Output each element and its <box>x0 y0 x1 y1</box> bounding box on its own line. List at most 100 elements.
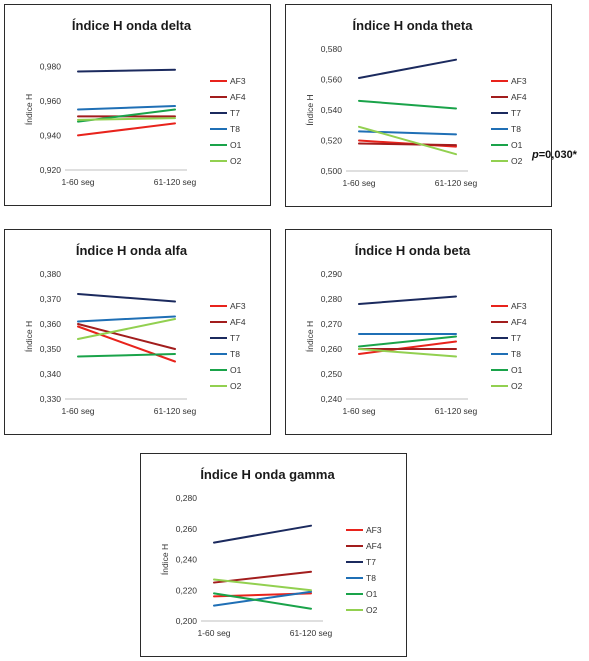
y-tick-label: 0,240 <box>176 555 198 565</box>
series-line-af3 <box>77 325 176 363</box>
chart-title: Índice H onda beta <box>355 243 471 258</box>
x-tick-label: 1-60 seg <box>61 406 94 416</box>
series-line-t8 <box>77 315 176 323</box>
y-tick-label: 0,380 <box>40 269 62 279</box>
legend-label: O1 <box>230 365 242 375</box>
legend-label: O2 <box>230 156 242 166</box>
x-tick-label: 1-60 seg <box>197 628 230 638</box>
legend-label: T7 <box>366 557 376 567</box>
p-value-label: p=0,030* <box>531 149 578 161</box>
series-line-o2 <box>77 117 176 121</box>
series-line-t7 <box>213 524 312 544</box>
y-tick-label: 0,280 <box>321 294 343 304</box>
y-tick-label: 0,260 <box>321 344 343 354</box>
legend-label: T7 <box>511 108 521 118</box>
significance-note: p=0,030* <box>531 149 578 161</box>
x-tick-label: 61-120 seg <box>154 406 197 416</box>
y-tick-label: 0,330 <box>40 394 62 404</box>
y-tick-label: 0,360 <box>40 319 62 329</box>
y-tick-label: 0,340 <box>40 369 62 379</box>
line-chart: Índice H onda theta 0,500 0,520 0,540 0,560 0… <box>305 18 527 188</box>
legend-label: AF4 <box>511 317 527 327</box>
series-line-t7 <box>77 293 176 303</box>
legend-label: O2 <box>230 381 242 391</box>
legend-label: AF3 <box>230 76 246 86</box>
series-line-o2 <box>77 318 176 340</box>
legend-label: T8 <box>511 349 521 359</box>
series-line-t8 <box>77 105 176 111</box>
y-tick-label: 0,220 <box>176 585 198 595</box>
y-tick-label: 0,370 <box>40 294 62 304</box>
y-tick-label: 0,980 <box>40 61 62 71</box>
legend-label: T8 <box>366 573 376 583</box>
y-tick-label: 0,500 <box>321 166 343 176</box>
legend-label: T8 <box>511 124 521 134</box>
y-tick-label: 0,280 <box>176 493 198 503</box>
y-tick-label: 0,270 <box>321 319 343 329</box>
legend-label: T7 <box>230 333 240 343</box>
chart-panel-delta: Índice H onda delta 0,920 0,940 0,960 0,980 Í… <box>4 4 271 206</box>
y-tick-label: 0,290 <box>321 269 343 279</box>
series-line-o1 <box>358 335 457 348</box>
y-tick-label: 0,920 <box>40 165 62 175</box>
line-chart: Índice H onda gamma 0,200 0,220 0,240 0,260 0… <box>160 467 382 638</box>
x-tick-label: 61-120 seg <box>435 178 478 188</box>
line-chart: Índice H onda alfa 0,330 0,340 0,350 0,360 0,… <box>24 243 246 416</box>
legend-label: T7 <box>230 108 240 118</box>
y-tick-label: 0,260 <box>176 524 198 534</box>
y-tick-label: 0,520 <box>321 136 343 146</box>
legend-label: T8 <box>230 124 240 134</box>
legend-label: AF3 <box>511 301 527 311</box>
legend-label: O1 <box>230 140 242 150</box>
legend-label: O1 <box>366 589 378 599</box>
series-line-t8 <box>213 590 312 607</box>
y-tick-label: 0,960 <box>40 96 62 106</box>
y-tick-label: 0,200 <box>176 616 198 626</box>
legend-label: AF3 <box>366 525 382 535</box>
legend-label: AF3 <box>511 76 527 86</box>
legend-label: AF3 <box>230 301 246 311</box>
legend-label: AF4 <box>230 317 246 327</box>
series-line-af3 <box>358 340 457 355</box>
chart-title: Índice H onda gamma <box>200 467 335 482</box>
series-line-t7 <box>358 295 457 305</box>
series-line-af4 <box>358 142 457 147</box>
line-chart: Índice H onda delta 0,920 0,940 0,960 0,980 Í… <box>24 18 246 187</box>
chart-title: Índice H onda alfa <box>76 243 188 258</box>
legend-label: O2 <box>511 156 523 166</box>
x-tick-label: 61-120 seg <box>435 406 478 416</box>
legend-label: T8 <box>230 349 240 359</box>
series-line-af4 <box>77 323 176 350</box>
y-axis-label: Índice H <box>305 94 315 125</box>
x-tick-label: 61-120 seg <box>290 628 333 638</box>
legend-label: O1 <box>511 140 523 150</box>
series-line-o2 <box>358 125 457 156</box>
chart-title: Índice H onda theta <box>353 18 474 33</box>
legend-label: AF4 <box>511 92 527 102</box>
chart-panel-gamma: Índice H onda gamma 0,200 0,220 0,240 0,260 0… <box>140 453 407 657</box>
y-tick-label: 0,580 <box>321 44 343 54</box>
legend-label: AF4 <box>366 541 382 551</box>
legend-label: O2 <box>366 605 378 615</box>
series-line-t7 <box>358 58 457 79</box>
y-axis-label: Índice H <box>305 321 315 352</box>
chart-panel-alfa: Índice H onda alfa 0,330 0,340 0,350 0,360 0,… <box>4 229 271 435</box>
legend-label: AF4 <box>230 92 246 102</box>
x-tick-label: 61-120 seg <box>154 177 197 187</box>
line-chart: Índice H onda beta 0,240 0,250 0,260 0,270 0,… <box>305 243 527 416</box>
y-tick-label: 0,250 <box>321 369 343 379</box>
y-tick-label: 0,940 <box>40 130 62 140</box>
x-tick-label: 1-60 seg <box>61 177 94 187</box>
y-tick-label: 0,560 <box>321 75 343 85</box>
chart-title: Índice H onda delta <box>72 18 192 33</box>
x-tick-label: 1-60 seg <box>342 406 375 416</box>
y-axis-label: Índice H <box>160 544 170 575</box>
series-line-o1 <box>358 99 457 110</box>
y-tick-label: 0,540 <box>321 105 343 115</box>
x-tick-label: 1-60 seg <box>342 178 375 188</box>
series-line-o1 <box>213 592 312 610</box>
chart-panel-theta: Índice H onda theta 0,500 0,520 0,540 0,560 0… <box>285 4 552 207</box>
y-axis-label: Índice H <box>24 94 34 125</box>
series-line-o2 <box>358 348 457 358</box>
y-axis-label: Índice H <box>24 321 34 352</box>
